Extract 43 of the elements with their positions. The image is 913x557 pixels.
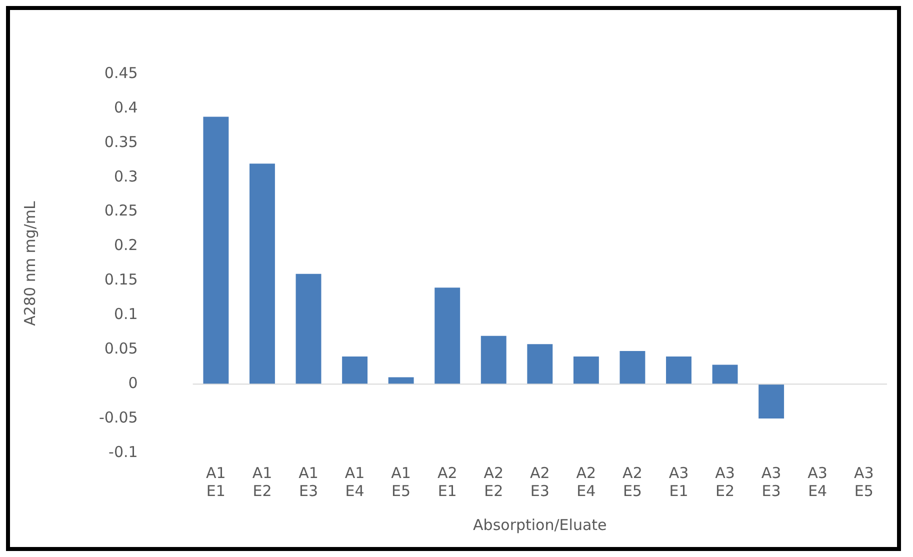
- frame: Absorption/Eluate A280 nm mg/mL A1 E1 A1 E2 A1 E3 A1 E4 A1 E5 A2 E1 A2 E2 A2 E3 A2 E4 A2 E5 A3 E1 A3 E2 A3 E3 A3 E4 A3 E5 -0.1 -0.05 0 0.05 0.1 0.15 0.2 0.25 0.3 0.35 0.4 0.45: [6, 6, 901, 551]
- bar: [480, 336, 506, 384]
- x-tick-label: A3 E1: [668, 464, 689, 500]
- bar: [573, 356, 599, 384]
- bar: [296, 274, 322, 384]
- y-tick-label: 0: [128, 374, 138, 392]
- x-tick-label: A2 E3: [530, 464, 550, 500]
- y-tick-label: 0.25: [104, 202, 138, 220]
- bar: [666, 356, 692, 384]
- y-tick-label: 0.4: [114, 98, 138, 116]
- x-tick-label: A3 E4: [808, 464, 828, 500]
- x-tick-label: A2 E5: [622, 464, 642, 500]
- x-tick-label: A3 E5: [854, 464, 874, 500]
- x-tick-label: A1 E1: [206, 464, 226, 500]
- bar: [250, 164, 275, 384]
- y-tick-label: 0.2: [114, 236, 138, 254]
- bar: [203, 116, 229, 384]
- x-tick-label: A1 E4: [344, 464, 365, 500]
- x-tick-label: A1 E3: [298, 464, 318, 500]
- bar: [342, 356, 368, 384]
- bar: [434, 288, 460, 384]
- bar: [388, 377, 414, 384]
- x-axis-title: Absorption/Eluate: [473, 516, 607, 534]
- x-tick-label: A1 E5: [391, 464, 411, 500]
- x-tick-label: A2 E2: [484, 464, 504, 500]
- bar: [712, 364, 738, 384]
- y-tick-label: -0.05: [99, 408, 138, 426]
- y-tick-label: 0.05: [104, 340, 138, 358]
- bar: [758, 384, 784, 419]
- y-axis-title: A280 nm mg/mL: [20, 200, 39, 326]
- y-tick-label: -0.1: [108, 442, 138, 461]
- y-tick-label: 0.1: [114, 305, 138, 324]
- y-tick-label: 0.3: [114, 167, 138, 186]
- bar: [527, 344, 553, 384]
- y-tick-label: 0.35: [104, 132, 138, 151]
- x-tick-label: A3 E3: [761, 464, 782, 500]
- x-tick-label: A2 E4: [576, 464, 596, 500]
- y-tick-label: 0.15: [104, 270, 138, 289]
- bar: [620, 351, 646, 384]
- x-tick-label: A3 E2: [715, 464, 735, 500]
- x-tick-label: A2 E1: [437, 464, 458, 500]
- x-tick-label: A1 E2: [252, 464, 272, 500]
- y-tick-label: 0.45: [104, 64, 138, 82]
